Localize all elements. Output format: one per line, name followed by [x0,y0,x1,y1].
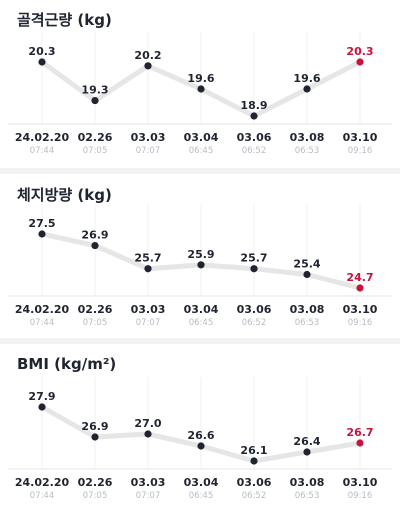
x-tick-time: 06:45 [189,491,214,501]
chart-title: 체지방량 (kg) [17,186,112,204]
data-label: 25.4 [293,258,320,271]
body-fat-section: 체지방량 (kg) 27.5 26.9 25.7 25.9 25.7 25.4 24.7 24… [0,174,400,344]
data-point[interactable] [356,439,364,447]
data-point[interactable] [250,112,258,120]
data-label: 27.0 [134,417,161,430]
x-tick-label: 24.02.20 [15,476,70,489]
data-label: 20.2 [134,49,161,62]
data-point[interactable] [38,403,46,411]
x-tick-time: 06:52 [242,491,267,501]
x-tick-label: 02.26 [78,131,113,144]
x-tick-time: 07:07 [136,491,161,501]
x-tick-label: 03.06 [237,476,272,489]
x-tick-label: 03.10 [343,476,378,489]
x-tick-label: 03.08 [290,476,325,489]
skeletal-muscle-chart: 20.3 19.3 20.2 19.6 18.9 19.6 20.3 24.02.20 07:4… [8,32,392,156]
data-label: 26.9 [81,420,108,433]
x-tick-label: 03.03 [131,303,166,316]
x-tick-time: 09:16 [348,491,373,501]
chart-title: 골격근량 (kg) [17,11,112,29]
data-label: 20.3 [346,45,373,58]
x-tick-time: 06:53 [295,146,320,156]
data-point[interactable] [356,58,364,66]
x-tick-label: 03.04 [184,131,219,144]
x-tick-label: 03.06 [237,131,272,144]
x-tick-time: 07:44 [30,318,55,328]
data-point[interactable] [38,230,46,238]
skeletal-muscle-section: 골격근량 (kg) 20.3 19.3 20.2 19.6 18.9 19.6 20.3 24… [0,0,400,170]
x-tick-time: 09:16 [348,318,373,328]
x-tick-label: 24.02.20 [15,131,70,144]
data-label: 26.9 [81,229,108,242]
data-label: 26.4 [293,435,320,448]
data-label: 20.3 [28,45,55,58]
data-point[interactable] [197,442,205,450]
x-tick-label: 03.08 [290,303,325,316]
data-point[interactable] [144,62,152,70]
x-tick-time: 06:45 [189,146,214,156]
x-tick-label: 03.03 [131,476,166,489]
x-tick-time: 07:05 [83,318,108,328]
data-point[interactable] [250,265,258,273]
x-tick-time: 06:52 [242,318,267,328]
data-label: 27.5 [28,217,55,230]
x-tick-label: 03.04 [184,476,219,489]
x-tick-time: 07:07 [136,318,161,328]
data-label: 25.7 [134,252,161,265]
data-point[interactable] [91,241,99,250]
data-label: 27.9 [28,390,55,403]
data-label: 26.7 [346,426,373,439]
x-tick-time: 07:07 [136,146,161,156]
data-label: 26.1 [240,444,267,457]
x-tick-time: 06:45 [189,318,214,328]
data-point[interactable] [303,448,311,456]
data-point[interactable] [303,85,311,93]
data-point[interactable] [303,270,311,279]
x-tick-time: 06:53 [295,318,320,328]
x-tick-label: 03.10 [343,131,378,144]
data-point[interactable] [144,430,152,438]
x-tick-time: 07:05 [83,491,108,501]
x-tick-label: 02.26 [78,476,113,489]
x-tick-label: 02.26 [78,303,113,316]
data-label: 19.3 [81,84,108,97]
x-tick-label: 03.03 [131,131,166,144]
data-point[interactable] [356,284,364,292]
data-point[interactable] [91,96,99,105]
x-tick-label: 03.10 [343,303,378,316]
bmi-chart: 27.9 26.9 27.0 26.6 26.1 26.4 26.7 24.02.20 07:4… [8,377,392,501]
x-tick-label: 03.04 [184,303,219,316]
data-label: 24.7 [346,271,373,284]
data-label: 25.9 [187,248,214,261]
section-divider [0,168,400,174]
data-label: 26.6 [187,429,214,442]
data-point[interactable] [197,85,205,93]
data-point[interactable] [144,265,152,273]
x-tick-time: 09:16 [348,146,373,156]
body-fat-chart: 27.5 26.9 25.7 25.9 25.7 25.4 24.7 24.02.20 07:4… [8,204,392,328]
chart-title: BMI (kg/m²) [17,355,117,373]
x-tick-time: 07:44 [30,491,55,501]
section-divider [0,338,400,344]
bmi-section: BMI (kg/m²) 27.9 26.9 27.0 26.6 26.1 26.4 26.7… [0,344,400,513]
data-point[interactable] [250,457,258,465]
data-point[interactable] [197,261,205,269]
x-tick-label: 24.02.20 [15,303,70,316]
data-point[interactable] [38,58,46,66]
x-tick-time: 07:05 [83,146,108,156]
x-tick-label: 03.08 [290,131,325,144]
x-tick-time: 06:53 [295,491,320,501]
x-tick-time: 06:52 [242,146,267,156]
x-tick-time: 07:44 [30,146,55,156]
data-label: 19.6 [293,72,320,85]
data-point[interactable] [91,433,99,441]
data-label: 25.7 [240,252,267,265]
data-label: 18.9 [240,99,267,112]
x-tick-label: 03.06 [237,303,272,316]
data-label: 19.6 [187,72,214,85]
